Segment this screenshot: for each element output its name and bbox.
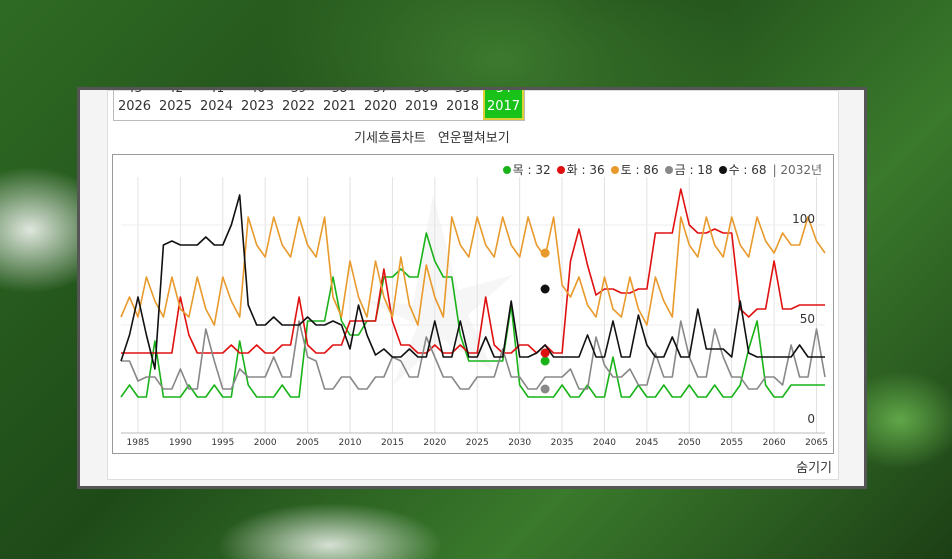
year-cell-age: 39 [278,90,319,95]
legend-dot [718,166,727,174]
year-cell-year: 2026 [117,99,152,114]
year-cell-2022[interactable]: 39 2022 [278,90,319,120]
legend-dot [610,166,619,174]
x-tick-label: 2040 [593,438,616,448]
legend-label: 토 : 86 [620,163,659,177]
legend-label: 금 : 18 [674,163,713,177]
chart-legend: 목 : 32 화 : 36 토 : 86 금 : 18 수 : 68 | 2032년 [497,161,825,178]
x-tick-label: 2005 [296,438,319,448]
year-cell-age: 43 [114,90,155,95]
marker-point-수 [540,284,550,294]
year-cell-age: 36 [401,90,442,95]
legend-dot [502,166,511,174]
x-tick-label: 2000 [254,438,277,448]
year-cell-2023[interactable]: 40 2023 [237,90,278,120]
year-cell-2021[interactable]: 38 2021 [319,90,360,120]
year-cell-age: 41 [196,90,237,95]
year-cell-2024[interactable]: 41 2024 [196,90,237,120]
x-tick-label: 2065 [805,438,828,448]
chart-svg: 1985 1990 1995 2000 2005 2010 2015 2020 2025 2030… [120,177,828,448]
legend-dot [664,166,673,174]
x-tick-label: 2025 [466,438,489,448]
series-line-토 [120,216,826,326]
series-line-금 [121,320,826,390]
legend-label: 수 : 68 [728,163,767,177]
year-cell-age: 35 [442,90,483,95]
year-cell-2017[interactable]: 34 2017 [483,90,524,120]
x-tick-label: 2035 [551,438,574,448]
chart-panel: 4320264220254120244020233920223820213720… [107,90,839,480]
yearly-luck-link[interactable]: 연운펼쳐보기 [437,131,510,146]
series-line-화 [121,188,825,354]
year-cell-age: 37 [360,90,401,95]
legend-label: 목 : 32 [512,163,551,177]
year-cell-year: 2019 [404,99,439,114]
x-tick-label: 2050 [678,438,701,448]
series-line-목 [120,232,825,398]
x-tick-label: 2015 [381,438,404,448]
y-tick-label: 100 [792,212,815,226]
year-cell-year: 2020 [363,99,398,114]
year-cell-age: 34 [483,90,524,95]
x-tick-label: 2030 [508,438,531,448]
x-tick-label: 2060 [763,438,786,448]
year-selector: 4320264220254120244020233920223820213720… [113,90,525,121]
view-links: 기세흐름차트 연운펼쳐보기 [354,127,518,146]
marker-point-금 [540,384,550,394]
x-tick-label: 1985 [127,438,150,448]
popup-window: 4320264220254120244020233920223820213720… [77,87,867,489]
year-cell-year: 2023 [240,99,275,114]
line-chart: 1985 1990 1995 2000 2005 2010 2015 2020 2025 2030… [112,154,834,454]
popup-body: 4320264220254120244020233920223820213720… [80,90,864,486]
year-cell-year: 2022 [281,99,316,114]
year-cell-year: 2024 [199,99,234,114]
x-tick-label: 2010 [339,438,362,448]
legend-label: 화 : 36 [566,163,605,177]
hide-chart-link[interactable]: 숨기기 [796,461,832,476]
x-tick-label: 2055 [720,438,743,448]
x-tick-label: 1990 [169,438,192,448]
year-cell-year: 2021 [322,99,357,114]
year-cell-2020[interactable]: 37 2020 [360,90,401,120]
year-cell-age: 38 [319,90,360,95]
year-cell-year: 2018 [445,99,480,114]
legend-year: | 2032년 [772,163,822,177]
flow-chart-link[interactable]: 기세흐름차트 [354,131,426,146]
year-cell-2019[interactable]: 36 2019 [401,90,442,120]
watermark-logo [363,195,513,385]
y-tick-label: 50 [800,312,815,326]
x-tick-label: 2045 [635,438,658,448]
marker-point-목 [540,356,550,366]
year-cell-age: 40 [237,90,278,95]
y-tick-label: 0 [807,412,815,426]
marker-point-화 [540,348,550,358]
year-cell-2026[interactable]: 43 2026 [114,90,155,120]
marker-point-토 [540,248,550,258]
series-line-수 [120,194,825,370]
x-tick-label: 2020 [423,438,446,448]
year-cell-age: 42 [155,90,196,95]
year-cell-2025[interactable]: 42 2025 [155,90,196,120]
x-tick-label: 1995 [211,438,234,448]
year-cell-2018[interactable]: 35 2018 [442,90,483,120]
year-cell-year: 2017 [486,99,521,114]
year-cell-year: 2025 [158,99,193,114]
legend-dot [556,166,565,174]
